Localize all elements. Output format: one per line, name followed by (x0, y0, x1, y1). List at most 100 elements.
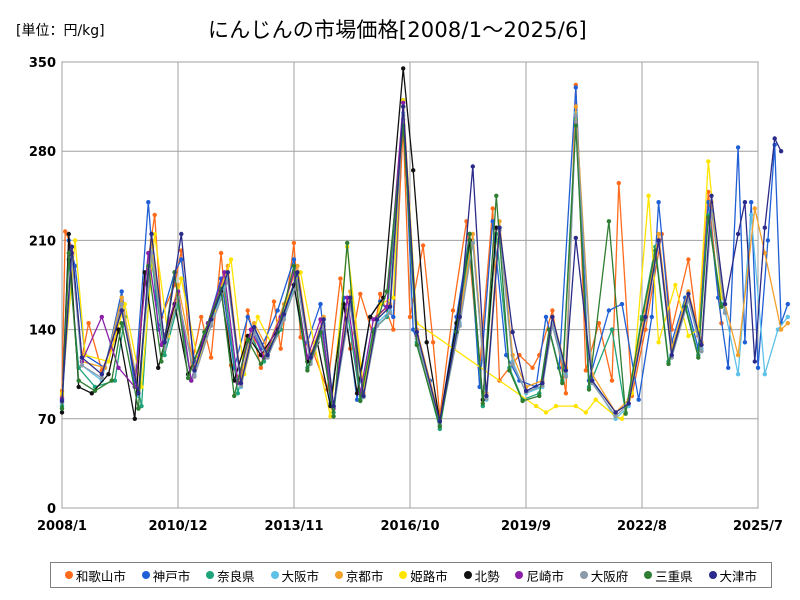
data-point (192, 368, 197, 373)
data-point (112, 378, 118, 383)
data-point (66, 250, 72, 256)
legend-label: 三重県 (655, 568, 693, 584)
legend-marker-icon (644, 571, 653, 579)
data-point (358, 398, 363, 404)
data-point (497, 225, 502, 230)
data-point (232, 393, 237, 399)
data-point (573, 123, 578, 128)
data-point (550, 314, 555, 320)
data-point (520, 398, 525, 404)
data-point (106, 372, 111, 377)
y-tick-label-5: 350 (29, 56, 56, 71)
data-point (494, 225, 499, 230)
y-tick-label-3: 210 (29, 234, 56, 249)
data-point (490, 206, 495, 211)
data-point (686, 333, 691, 339)
data-point (656, 231, 661, 237)
x-tick-label-6: 2025/7 (733, 519, 783, 534)
data-point (119, 321, 124, 326)
y-axis-ticks: 0 70 140 210 280 350 (29, 56, 56, 517)
unit-label: [単位：円/kg] (16, 23, 105, 39)
data-point (596, 321, 602, 326)
data-point (430, 340, 436, 345)
data-point (76, 378, 81, 383)
legend-item-9: 三重県 (644, 566, 693, 585)
data-point (619, 416, 625, 421)
data-point (626, 401, 631, 406)
data-point (755, 365, 761, 370)
y-tick-label-1: 70 (38, 413, 56, 428)
data-point (484, 393, 489, 399)
data-point (563, 368, 569, 373)
series-10 (59, 104, 784, 424)
legend-label: 奈良県 (217, 568, 255, 584)
data-point (132, 416, 137, 421)
data-point (391, 327, 396, 332)
legend-label: 姫路市 (410, 568, 448, 584)
data-point (202, 329, 207, 335)
data-point (251, 321, 257, 326)
data-point (368, 314, 373, 320)
data-point (420, 243, 426, 248)
legend-marker-icon (399, 571, 408, 579)
legend-marker-icon (579, 571, 588, 579)
legend-label: 京都市 (345, 568, 384, 584)
data-point (291, 257, 297, 262)
legend-item-4: 京都市 (334, 566, 384, 585)
data-point (765, 238, 771, 243)
data-point (318, 301, 323, 307)
data-point (189, 378, 194, 383)
series-group (59, 66, 790, 432)
data-point (470, 164, 475, 169)
legend-item-5: 姫路市 (399, 566, 448, 585)
data-point (639, 317, 645, 322)
data-point (437, 424, 442, 429)
data-point (649, 314, 654, 320)
data-point (245, 314, 250, 320)
data-point (152, 231, 157, 237)
data-point (437, 419, 442, 424)
legend-label: 尼崎市 (526, 568, 564, 584)
data-point (152, 212, 157, 218)
data-point (593, 397, 598, 402)
data-point (560, 380, 565, 386)
data-point (573, 113, 578, 118)
legend-marker-icon (515, 571, 524, 579)
data-point (411, 168, 416, 173)
legend-marker-icon (270, 571, 279, 579)
data-point (345, 240, 350, 246)
data-point (92, 388, 98, 393)
data-point (414, 342, 419, 348)
data-point (656, 238, 661, 243)
data-point (391, 314, 396, 320)
data-point (59, 398, 65, 404)
data-point (298, 270, 303, 275)
data-point (609, 378, 615, 383)
data-point (119, 289, 124, 294)
data-point (735, 372, 741, 377)
data-point (387, 310, 393, 316)
data-point (414, 329, 419, 335)
data-point (752, 206, 757, 211)
data-point (573, 104, 578, 109)
legend-label: 北勢 (474, 568, 500, 584)
data-point (179, 257, 184, 262)
data-point (391, 295, 396, 300)
data-point (530, 365, 535, 370)
data-point (265, 352, 270, 358)
data-point (722, 301, 728, 307)
data-point (563, 374, 569, 379)
data-point (673, 282, 678, 288)
legend-marker-icon (334, 571, 343, 579)
data-point (606, 219, 612, 224)
data-point (255, 314, 260, 320)
data-point (699, 349, 704, 354)
data-point (749, 212, 754, 218)
data-point (291, 263, 297, 269)
legend-label: 大阪府 (590, 568, 629, 584)
data-point (533, 403, 539, 409)
data-point (228, 257, 234, 262)
data-point (225, 270, 230, 275)
data-point (281, 312, 287, 317)
data-point (321, 317, 326, 322)
